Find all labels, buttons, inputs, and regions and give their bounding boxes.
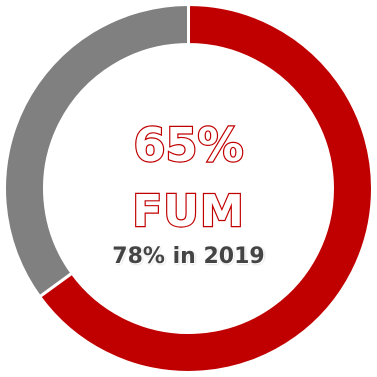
donut-slices: [3, 2, 374, 374]
donut-slice-1: [3, 2, 190, 299]
center-value: 65%: [132, 118, 245, 172]
donut-slice-0: [37, 2, 374, 374]
center-label: FUM: [131, 186, 245, 237]
comparison-text: 78% in 2019: [112, 244, 265, 269]
